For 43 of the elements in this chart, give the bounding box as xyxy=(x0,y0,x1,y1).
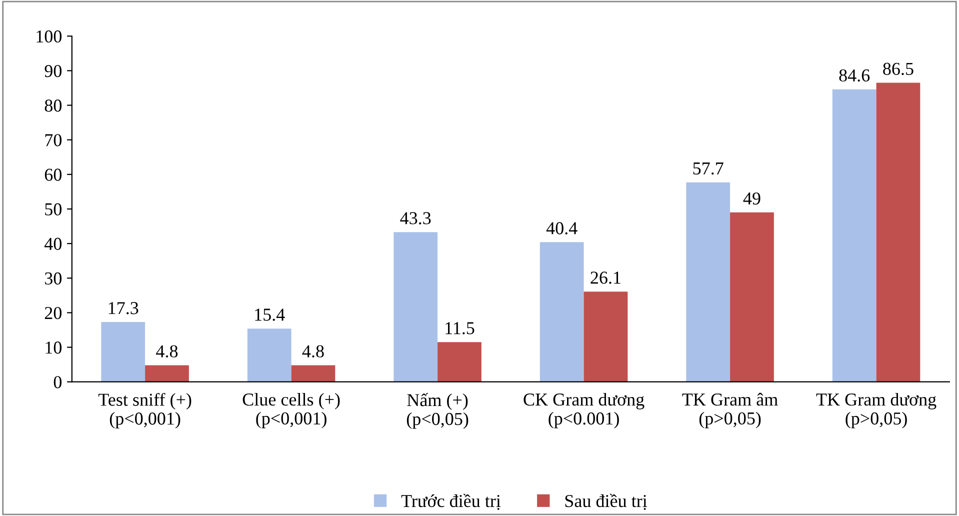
data-label: 15.4 xyxy=(255,308,285,321)
x-tick-label: Clue cells (+) (p<0,001) xyxy=(242,392,340,428)
bar xyxy=(832,89,876,382)
y-tick-label: 80 xyxy=(44,100,62,112)
y-tick-label: 100 xyxy=(36,30,62,43)
data-label: 17.3 xyxy=(108,302,138,314)
y-tick-label: 40 xyxy=(44,238,62,250)
x-tick-label: Nấm (+) (p<0,05) xyxy=(406,392,468,429)
bar xyxy=(876,82,920,382)
bar xyxy=(291,365,336,382)
bar xyxy=(438,342,482,382)
y-tick-label: 20 xyxy=(44,306,62,320)
y-tick-label: 60 xyxy=(44,168,62,181)
data-label: 43.3 xyxy=(400,212,431,224)
data-label: 11.5 xyxy=(446,322,474,334)
bar xyxy=(540,242,584,382)
bar xyxy=(730,212,774,382)
bar xyxy=(686,182,730,382)
y-tick-label: 90 xyxy=(44,64,62,78)
x-tick-label: Test sniff (+) (p<0,001) xyxy=(98,392,192,428)
bar xyxy=(145,365,189,382)
y-tick-label: 10 xyxy=(46,342,62,354)
y-tick-label: 30 xyxy=(45,272,62,285)
data-label: 86.5 xyxy=(883,62,914,76)
data-label: 57.7 xyxy=(693,162,724,175)
legend-label: Trước điều trị xyxy=(401,494,501,510)
data-label: 40.4 xyxy=(546,222,578,234)
data-label: 4.8 xyxy=(302,345,324,358)
bar xyxy=(394,232,438,382)
x-tick-label: TK Gram dương (p>0,05) xyxy=(816,392,936,428)
y-tick-label: 70 xyxy=(45,134,62,146)
x-tick-label: TK Gram âm (p>0,05) xyxy=(682,392,778,428)
data-label: 84.6 xyxy=(839,69,870,82)
bar xyxy=(101,322,146,382)
bar xyxy=(247,328,292,382)
y-tick-label: 50 xyxy=(45,203,62,216)
y-tick-label: 0 xyxy=(54,376,62,388)
data-label: 49 xyxy=(743,192,760,205)
bar xyxy=(584,292,628,382)
data-label: 4.8 xyxy=(156,345,178,358)
legend-label: Sau điều trị xyxy=(565,494,648,510)
data-label: 26.1 xyxy=(590,272,620,284)
x-tick-label: CK Gram dương (p<0.001) xyxy=(524,392,644,428)
